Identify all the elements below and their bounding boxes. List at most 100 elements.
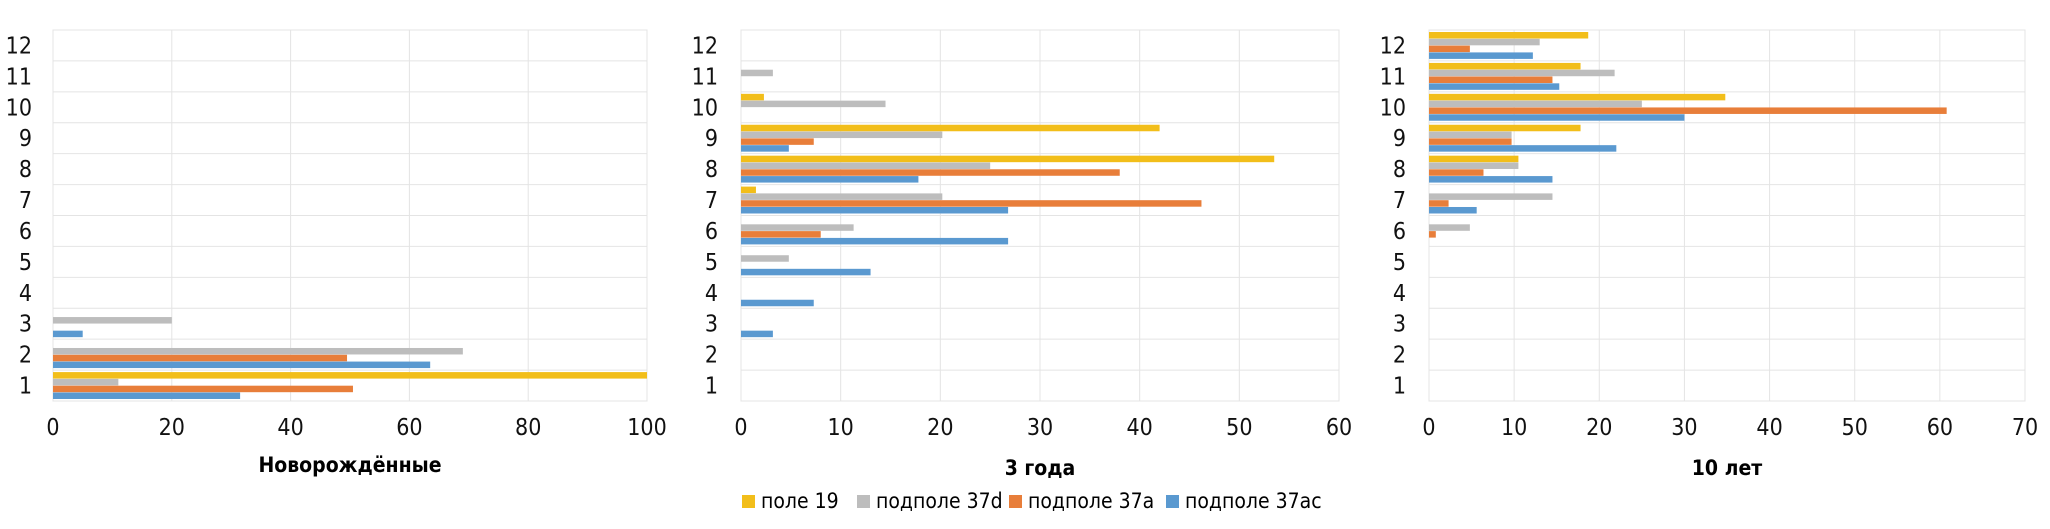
x-tick-label: 80 [515, 415, 541, 441]
y-tick-label: 4 [19, 281, 32, 307]
bar [741, 193, 943, 200]
y-tick-label: 5 [19, 250, 32, 276]
bar [53, 372, 647, 379]
x-tick-label: 10 [1501, 415, 1527, 441]
bar [741, 169, 1120, 176]
bar [1429, 62, 1581, 70]
bar [741, 124, 1160, 132]
bar [53, 317, 172, 324]
y-tick-label: 6 [705, 219, 718, 245]
bar [1429, 114, 1685, 121]
bar [741, 224, 854, 231]
bar [53, 392, 241, 399]
bar [1429, 193, 1553, 200]
y-tick-label: 3 [705, 312, 718, 338]
bar [741, 237, 1009, 245]
y-tick-label: 7 [705, 188, 718, 214]
bar [741, 100, 886, 108]
y-tick-label: 12 [1380, 33, 1406, 59]
y-tick-label: 12 [6, 33, 32, 59]
legend-swatch [1009, 495, 1022, 508]
x-tick-label: 20 [159, 415, 185, 441]
y-tick-label: 9 [19, 126, 32, 152]
bar [1429, 124, 1581, 132]
legend: поле 19 подполе 37d подполе 37a подполе 37a… [742, 489, 1322, 513]
x-tick-label: 40 [277, 415, 303, 441]
bar [741, 162, 991, 169]
x-tick-label: 30 [1027, 415, 1053, 441]
bar [53, 330, 83, 338]
y-tick-label: 11 [1380, 64, 1406, 90]
legend-swatch [742, 495, 755, 508]
bar [741, 186, 756, 194]
bar [741, 231, 821, 238]
y-tick-label: 3 [1393, 312, 1406, 338]
x-axis-title: 10 лет [1692, 456, 1763, 480]
x-tick-label: 70 [2012, 415, 2038, 441]
bar [741, 155, 1275, 163]
x-tick-label: 60 [1927, 415, 1953, 441]
x-tick-label: 10 [828, 415, 854, 441]
y-tick-label: 8 [19, 157, 32, 183]
bar [1429, 200, 1449, 207]
x-tick-label: 60 [396, 415, 422, 441]
bar [1429, 69, 1615, 77]
bar [53, 385, 353, 393]
x-tick-label: 20 [1586, 415, 1612, 441]
bar [1429, 45, 1470, 53]
bar [1429, 76, 1553, 84]
bar [1429, 83, 1560, 90]
bar [1429, 107, 1947, 114]
bar [741, 206, 1009, 214]
x-axis-title: 3 года [1005, 456, 1076, 480]
bar [53, 361, 431, 369]
y-tick-label: 2 [705, 343, 718, 369]
y-tick-label: 5 [705, 250, 718, 276]
y-tick-label: 5 [1393, 250, 1406, 276]
bar [1429, 145, 1617, 152]
bar [741, 131, 943, 139]
bar [1429, 176, 1553, 183]
bar [1429, 224, 1470, 231]
bar [1429, 169, 1484, 176]
y-tick-label: 11 [6, 64, 32, 90]
bar [741, 145, 789, 152]
bar [741, 138, 814, 145]
legend-label: поле 19 [761, 489, 839, 513]
y-tick-label: 4 [705, 281, 718, 307]
bar [1429, 162, 1519, 169]
x-tick-label: 50 [1842, 415, 1868, 441]
x-tick-label: 0 [734, 415, 747, 441]
x-tick-label: 20 [927, 415, 953, 441]
bar [1429, 155, 1519, 163]
bar [741, 255, 789, 262]
y-tick-label: 9 [705, 126, 718, 152]
y-tick-label: 3 [19, 312, 32, 338]
y-tick-label: 6 [1393, 219, 1406, 245]
bar [1429, 206, 1477, 214]
x-tick-label: 40 [1127, 415, 1153, 441]
x-tick-label: 100 [627, 415, 667, 441]
x-tick-label: 0 [1422, 415, 1435, 441]
y-tick-label: 2 [1393, 343, 1406, 369]
y-tick-label: 8 [705, 157, 718, 183]
x-tick-label: 60 [1326, 415, 1352, 441]
y-tick-label: 11 [692, 64, 718, 90]
bar [741, 93, 764, 101]
bar [741, 268, 871, 276]
legend-swatch [857, 495, 870, 508]
y-tick-label: 4 [1393, 281, 1406, 307]
y-tick-label: 9 [1393, 126, 1406, 152]
y-tick-label: 8 [1393, 157, 1406, 183]
y-tick-label: 7 [1393, 188, 1406, 214]
y-tick-label: 2 [19, 343, 32, 369]
x-tick-label: 0 [46, 415, 59, 441]
bar [1429, 131, 1512, 139]
y-tick-label: 10 [692, 95, 718, 121]
bar [1429, 100, 1642, 108]
x-tick-label: 50 [1226, 415, 1252, 441]
